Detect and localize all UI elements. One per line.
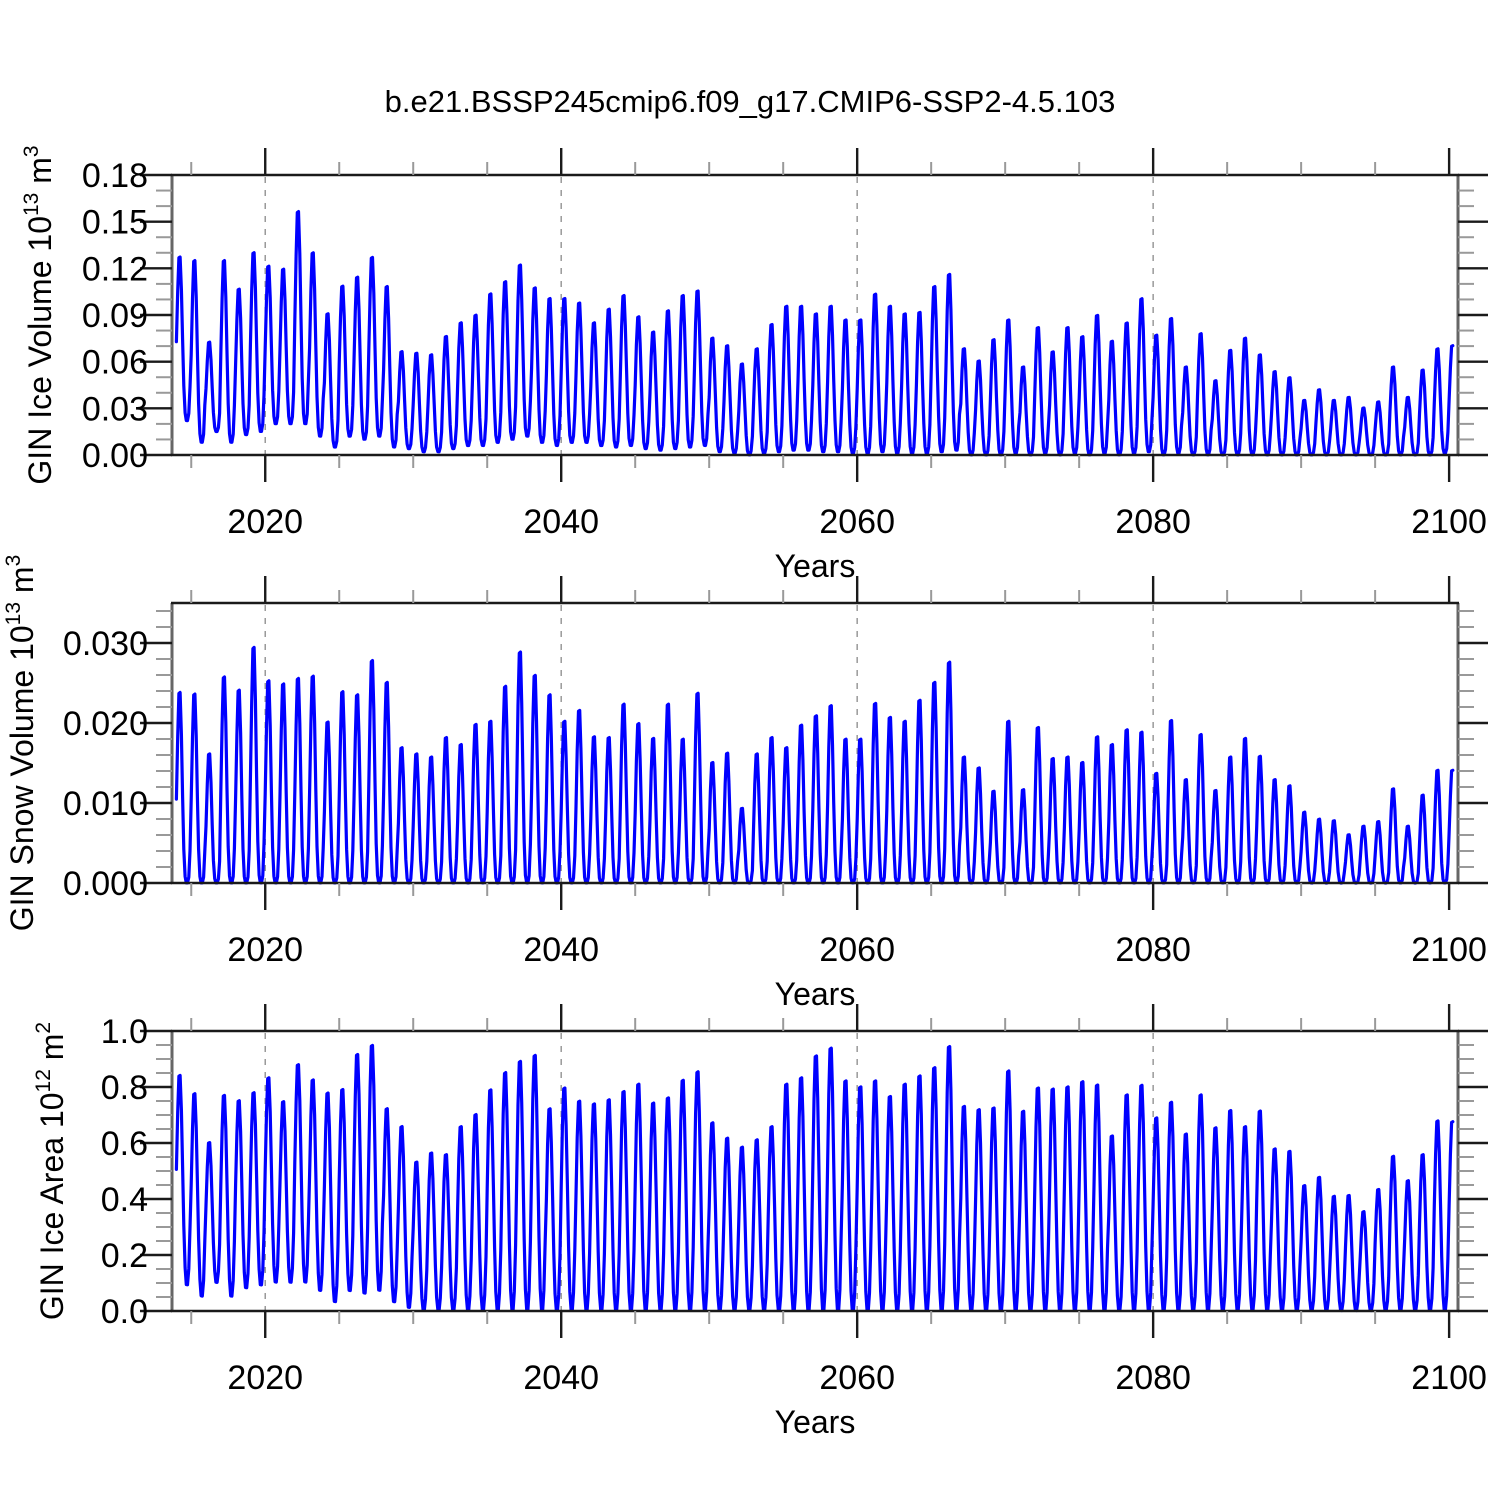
y-tick-label: 0.010 <box>63 785 148 823</box>
x-tick-label: 2040 <box>523 1359 599 1397</box>
x-tick-label: 2080 <box>1115 931 1191 969</box>
x-tick-label: 2100 <box>1411 1359 1487 1397</box>
y-tick-label: 0.8 <box>101 1069 148 1107</box>
figure-title: b.e21.BSSP245cmip6.f09_g17.CMIP6-SSP2-4.… <box>385 84 1116 119</box>
panel-gin-ice-area: 0.0 0.2 0.4 0.6 0.8 1.0 2020 2040 2060 2080 2100 Ye… <box>32 1004 1488 1440</box>
x-tick-label: 2040 <box>523 931 599 969</box>
series-line-gin-ice-area <box>174 1043 1455 1313</box>
x-tick-label: 2080 <box>1115 1359 1191 1397</box>
y-tick-label: 1.0 <box>101 1013 148 1051</box>
y-tick-label: 0.15 <box>82 204 148 242</box>
y-tick-label: 0.12 <box>82 250 148 288</box>
panel-gin-snow-volume: 0.000 0.010 0.020 0.030 2020 2040 2060 2080 2100… <box>2 555 1488 1012</box>
y-tick-label: 0.030 <box>63 625 148 663</box>
x-tick-label: 2100 <box>1411 931 1487 969</box>
y-axis-title: GIN Ice Area 1012 m2 <box>32 1022 70 1320</box>
y-tick-label: 0.00 <box>82 437 148 475</box>
series-line-gin-snow-volume <box>174 645 1455 885</box>
x-axis-title: Years <box>775 976 856 1012</box>
panel-gin-ice-volume: 0.00 0.03 0.06 0.09 0.12 0.15 0.18 2020 2040 2060… <box>20 145 1488 584</box>
x-tick-label: 2040 <box>523 503 599 541</box>
y-tick-label: 0.000 <box>63 865 148 903</box>
x-axis-title: Years <box>775 1404 856 1440</box>
y-tick-label: 0.09 <box>82 297 148 335</box>
y-tick-label: 0.18 <box>82 157 148 195</box>
y-tick-label: 0.020 <box>63 705 148 743</box>
y-axis-title: GIN Snow Volume 1013 m3 <box>2 555 40 932</box>
x-tick-label: 2060 <box>819 503 895 541</box>
y-tick-label: 0.0 <box>101 1293 148 1331</box>
y-tick-label: 0.2 <box>101 1237 148 1275</box>
x-tick-label: 2060 <box>819 931 895 969</box>
x-tick-label: 2020 <box>227 503 303 541</box>
x-tick-label: 2080 <box>1115 503 1191 541</box>
x-axis-title: Years <box>775 548 856 584</box>
x-tick-label: 2060 <box>819 1359 895 1397</box>
y-tick-label: 0.6 <box>101 1125 148 1163</box>
x-tick-label: 2020 <box>227 1359 303 1397</box>
y-tick-label: 0.4 <box>101 1181 148 1219</box>
x-tick-label: 2020 <box>227 931 303 969</box>
y-axis-title: GIN Ice Volume 1013 m3 <box>20 145 58 484</box>
series-line-gin-ice-volume <box>174 210 1455 457</box>
y-tick-label: 0.06 <box>82 344 148 382</box>
panels-group: 0.00 0.03 0.06 0.09 0.12 0.15 0.18 2020 2040 2060… <box>2 145 1488 1440</box>
y-tick-label: 0.03 <box>82 390 148 428</box>
x-tick-label: 2100 <box>1411 503 1487 541</box>
